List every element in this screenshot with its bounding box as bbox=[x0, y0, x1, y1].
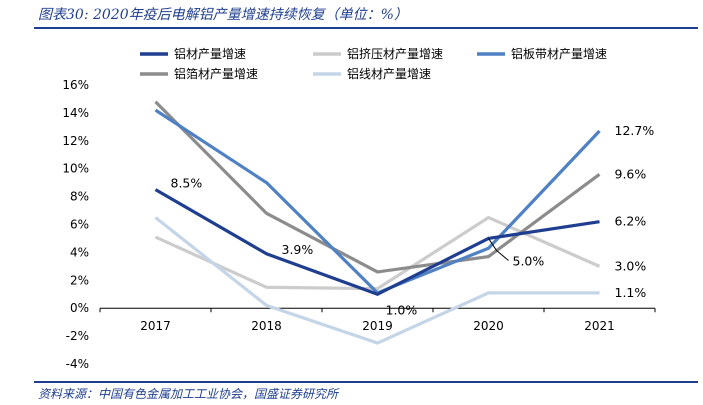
series-group bbox=[154, 100, 601, 345]
data-label: 12.7% bbox=[615, 123, 655, 138]
data-label: 6.2% bbox=[615, 214, 647, 229]
data-label: 9.6% bbox=[615, 166, 647, 181]
title-rule bbox=[34, 27, 698, 29]
series-line bbox=[154, 216, 600, 345]
data-labels: 8.5% 3.9% 1.0% 5.0% 6.2% 3.0% 12.7% 9.6% 1.1% bbox=[171, 123, 655, 317]
x-tick-label: 2018 bbox=[251, 319, 282, 333]
legend-label: 铝线材产量增速 bbox=[347, 66, 431, 81]
source-note: 资料来源：中国有色金属加工工业协会，国盛证券研究所 bbox=[38, 387, 339, 401]
legend-label: 铝板带材产量增速 bbox=[511, 46, 607, 61]
x-tick-label: 2017 bbox=[140, 319, 171, 333]
legend-label: 铝挤压材产量增速 bbox=[347, 46, 443, 61]
legend-label: 铝箔材产量增速 bbox=[174, 66, 258, 81]
footer-rule bbox=[34, 381, 698, 383]
y-tick-label: 16% bbox=[62, 78, 89, 92]
x-tick-label: 2019 bbox=[362, 319, 393, 333]
y-tick-label: 6% bbox=[70, 218, 89, 232]
series-line bbox=[154, 100, 601, 274]
data-label: 3.9% bbox=[282, 242, 314, 257]
x-axis: 2017 2018 2019 2020 2021 bbox=[99, 307, 656, 333]
y-axis: -4% -2% 0% 2% 4% 6% 8% 10% 12% 14% 16% bbox=[62, 78, 89, 371]
series-line bbox=[154, 188, 600, 296]
x-tick-label: 2021 bbox=[584, 319, 615, 333]
y-tick-label: -2% bbox=[66, 329, 89, 343]
data-label: 3.0% bbox=[615, 258, 647, 273]
data-label: 8.5% bbox=[171, 176, 203, 191]
y-tick-label: 0% bbox=[70, 301, 89, 315]
label-leader-line bbox=[488, 238, 509, 261]
y-tick-label: 8% bbox=[70, 190, 89, 204]
y-tick-label: 12% bbox=[62, 134, 89, 148]
y-tick-label: 10% bbox=[62, 162, 89, 176]
legend-label: 铝材产量增速 bbox=[174, 46, 246, 61]
y-tick-label: -4% bbox=[66, 357, 89, 371]
y-tick-label: 14% bbox=[62, 106, 89, 120]
y-tick-label: 4% bbox=[70, 245, 89, 259]
data-label: 1.1% bbox=[615, 285, 647, 300]
data-label: 1.0% bbox=[386, 302, 418, 317]
y-tick-label: 2% bbox=[70, 273, 89, 287]
data-label: 5.0% bbox=[513, 253, 545, 268]
x-tick-label: 2020 bbox=[473, 319, 504, 333]
chart-title: 图表30: 2020年疫后电解铝产量增速持续恢复（单位：%） bbox=[38, 7, 408, 23]
